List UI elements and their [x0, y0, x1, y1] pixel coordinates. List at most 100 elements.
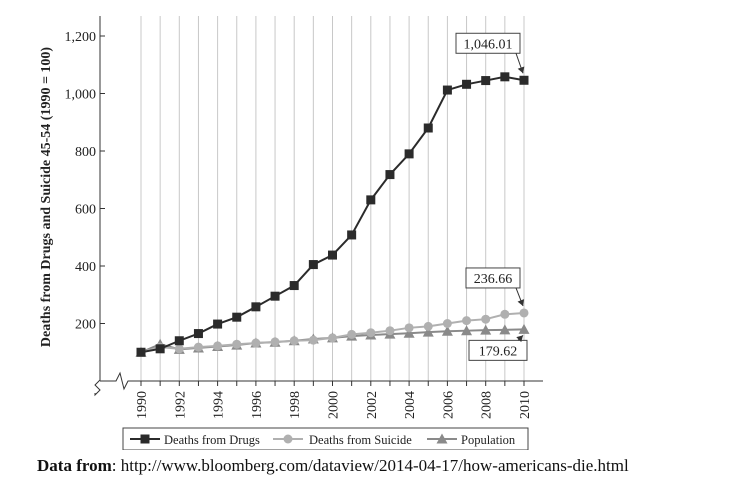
x-tick-label: 1990	[135, 391, 150, 419]
data-point-deaths-from-drugs	[174, 336, 184, 346]
x-tick-label: 1996	[250, 391, 265, 419]
data-point-deaths-from-drugs	[251, 302, 261, 312]
data-point-deaths-from-drugs	[213, 319, 223, 329]
legend: Deaths from Drugs Deaths from Suicide Popu…	[122, 427, 529, 450]
data-point-deaths-from-suicide	[462, 316, 472, 326]
line-chart: Deaths from Drugs and Suicide 45-54 (199…	[39, 16, 543, 450]
data-point-deaths-from-drugs	[232, 312, 242, 322]
data-source-note: Data from: http://www.bloomberg.com/data…	[37, 456, 629, 476]
annotation-2: 179.62	[468, 335, 528, 361]
x-tick-label: 2004	[403, 391, 418, 419]
annotation-arrowhead	[517, 66, 525, 74]
data-point-deaths-from-suicide	[213, 341, 223, 351]
x-tick-label: 2000	[327, 391, 342, 419]
data-point-deaths-from-suicide	[423, 321, 433, 331]
y-tick-label: 800	[75, 145, 96, 160]
legend-item-deaths-from-suicide: Deaths from Suicide	[273, 433, 412, 447]
x-tick-label: 2002	[365, 391, 380, 419]
data-point-deaths-from-drugs	[347, 230, 357, 240]
data-point-deaths-from-suicide	[270, 337, 280, 347]
x-tick-label: 2006	[441, 391, 456, 419]
data-point-deaths-from-suicide	[366, 328, 376, 338]
y-tick-label: 600	[75, 203, 96, 218]
data-point-deaths-from-drugs	[500, 72, 510, 82]
legend-marker	[283, 434, 293, 444]
y-axis-line	[94, 16, 101, 397]
data-point-deaths-from-drugs	[442, 85, 452, 95]
legend-marker	[140, 434, 150, 444]
data-point-population	[499, 324, 511, 335]
annotation-label: 1,046.01	[464, 37, 513, 52]
series-deaths-from-drugs	[136, 72, 529, 357]
data-point-deaths-from-drugs	[193, 329, 203, 339]
y-tick-label: 1,000	[65, 88, 97, 103]
data-point-population	[441, 325, 453, 336]
axes	[94, 16, 543, 397]
annotation-1: 236.66	[465, 267, 525, 307]
annotation-arrowhead	[517, 299, 525, 306]
data-point-deaths-from-drugs	[385, 170, 395, 180]
data-point-deaths-from-suicide	[251, 338, 261, 348]
legend-label: Deaths from Suicide	[309, 433, 412, 447]
data-point-population	[480, 324, 492, 335]
x-axis-line	[100, 371, 543, 391]
legend-label: Population	[461, 433, 516, 447]
data-point-deaths-from-suicide	[442, 319, 452, 328]
data-point-deaths-from-drugs	[155, 344, 165, 354]
data-point-deaths-from-suicide	[328, 333, 337, 343]
annotation-box	[465, 267, 521, 289]
data-point-population	[422, 326, 434, 337]
data-point-deaths-from-drugs	[404, 149, 414, 159]
legend-item-population: Population	[427, 433, 516, 447]
data-point-population	[403, 327, 415, 338]
legend-item-deaths-from-drugs: Deaths from Drugs	[130, 433, 260, 447]
y-tick-label: 400	[75, 260, 96, 275]
data-source-url: : http://www.bloomberg.com/dataview/2014…	[111, 456, 629, 475]
data-point-deaths-from-drugs	[308, 260, 318, 270]
annotation-0: 1,046.01	[455, 32, 525, 74]
data-point-deaths-from-drugs	[462, 79, 472, 89]
data-point-deaths-from-suicide	[308, 335, 318, 345]
data-point-deaths-from-suicide	[174, 344, 184, 354]
data-point-deaths-from-suicide	[289, 336, 299, 346]
data-source-label: Data from	[37, 456, 112, 475]
annotation-arrowhead	[516, 335, 523, 343]
data-point-deaths-from-drugs	[328, 250, 337, 260]
legend-marker	[436, 433, 448, 444]
data-point-deaths-from-drugs	[481, 76, 491, 86]
legend-box	[122, 427, 529, 450]
x-tick-label: 1992	[173, 391, 188, 419]
annotation-box	[455, 32, 521, 54]
data-point-deaths-from-drugs	[270, 291, 280, 301]
x-tick-label: 1994	[212, 391, 227, 419]
annotation-box	[468, 339, 528, 361]
data-point-deaths-from-drugs	[366, 195, 376, 205]
x-tick-label: 1998	[288, 391, 303, 419]
data-point-deaths-from-suicide	[385, 326, 395, 336]
data-point-deaths-from-suicide	[232, 339, 242, 349]
data-point-deaths-from-suicide	[404, 323, 414, 333]
y-axis-title: Deaths from Drugs and Suicide 45-54 (199…	[39, 47, 54, 348]
data-point-deaths-from-drugs	[519, 75, 529, 85]
series-layer	[135, 72, 530, 357]
data-point-deaths-from-suicide	[500, 309, 510, 319]
data-point-population	[461, 325, 473, 336]
data-point-deaths-from-suicide	[519, 308, 529, 318]
y-tick-label: 1,200	[65, 30, 97, 45]
data-point-deaths-from-suicide	[347, 329, 357, 339]
y-tick-label: 200	[75, 318, 96, 333]
annotations: 1,046.01 236.66 179.62	[455, 32, 528, 361]
data-point-deaths-from-drugs	[289, 281, 299, 291]
x-tick-labels: 1990 1992 1994 1996 1998 2000 2002 2004 2006 2008…	[135, 381, 533, 419]
data-point-deaths-from-suicide	[193, 342, 203, 352]
x-tick-label: 2008	[480, 391, 495, 419]
annotation-label: 236.66	[474, 272, 513, 287]
data-point-deaths-from-drugs	[136, 347, 146, 357]
x-tick-label: 2010	[518, 391, 533, 419]
annotation-label: 179.62	[479, 344, 518, 359]
legend-label: Deaths from Drugs	[164, 433, 260, 447]
data-point-deaths-from-suicide	[481, 314, 491, 324]
data-point-deaths-from-drugs	[423, 123, 433, 133]
y-tick-labels: 200 400 600 800 1,000 1,200	[65, 30, 105, 333]
data-point-population	[518, 323, 530, 334]
